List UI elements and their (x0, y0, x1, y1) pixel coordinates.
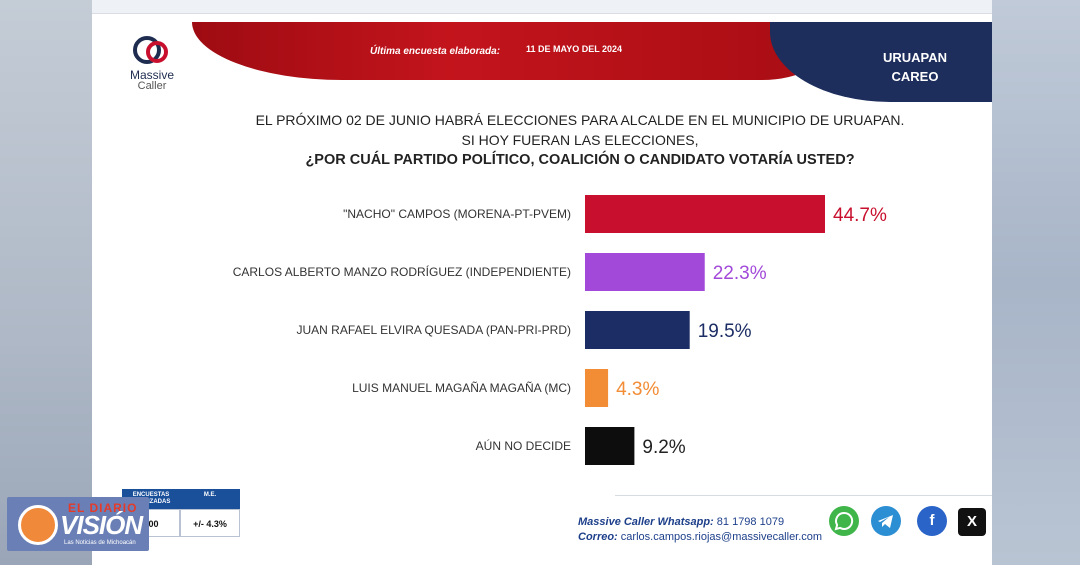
telegram-icon[interactable] (871, 506, 901, 536)
question-line-1: EL PRÓXIMO 02 DE JUNIO HABRÁ ELECCIONES … (255, 112, 905, 128)
city-subtitle: CAREO (891, 69, 939, 84)
whatsapp-icon[interactable] (829, 506, 859, 536)
city-block: URUAPAN CAREO (850, 48, 980, 86)
facebook-icon[interactable]: f (917, 506, 947, 536)
bar (585, 253, 705, 291)
survey-label: Última encuesta elaborada: (370, 46, 501, 57)
background-right (992, 0, 1080, 565)
whatsapp-contact: Massive Caller Whatsapp: 81 1798 1079 (578, 516, 784, 528)
bar (585, 369, 609, 407)
watermark-main-text: VISIÓN (60, 510, 143, 540)
question-line-3: ¿POR CUÁL PARTIDO POLÍTICO, COALICIÓN O … (305, 152, 855, 168)
value-label: 22.3% (713, 263, 767, 284)
bar (585, 427, 635, 465)
value-label: 9.2% (642, 437, 685, 458)
whatsapp-number: 81 1798 1079 (716, 516, 785, 528)
bar (585, 311, 690, 349)
category-label: "NACHO" CAMPOS (MORENA-PT-PVEM) (343, 207, 571, 221)
category-label: AÚN NO DECIDE (476, 438, 571, 453)
watermark-sub-text: Las Noticias de Michoacán (64, 540, 136, 546)
x-icon[interactable]: X (958, 508, 986, 536)
category-label: CARLOS ALBERTO MANZO RODRÍGUEZ (INDEPEND… (233, 264, 571, 279)
value-label: 44.7% (833, 205, 887, 226)
massive-caller-logo-icon (133, 36, 168, 64)
city-name: URUAPAN (882, 50, 948, 65)
watermark-top-text: EL DIARIO (68, 501, 138, 515)
bar (585, 195, 825, 233)
value-label: 19.5% (698, 321, 752, 342)
margin-error-header: M.E. (180, 489, 240, 509)
background-left (0, 0, 92, 565)
margin-error-value: +/- 4.3% (180, 509, 240, 537)
category-label: LUIS MANUEL MAGAÑA MAGAÑA (MC) (352, 381, 571, 395)
survey-date: 11 DE MAYO DEL 2024 (526, 44, 623, 54)
top-strip (92, 0, 992, 14)
footer-divider (615, 495, 992, 496)
sample-table: ENCUESTAS REALIZADAS M.E. 800 +/- 4.3% (122, 489, 240, 541)
header-red-band (192, 22, 832, 80)
category-label: JUAN RAFAEL ELVIRA QUESADA (PAN-PRI-PRD) (296, 323, 571, 337)
email-contact: Correo: carlos.campos.riojas@massivecall… (578, 531, 822, 543)
question-line-2: SI HOY FUERAN LAS ELECCIONES, (461, 132, 699, 148)
bar-chart: "NACHO" CAMPOS (MORENA-PT-PVEM) 44.7% CARL… (233, 195, 887, 465)
logo-text-caller: Caller (137, 80, 167, 92)
email-address: carlos.campos.riojas@massivecaller.com (620, 531, 823, 543)
whatsapp-label: Massive Caller Whatsapp: (578, 516, 714, 528)
logo-text-massive: Massive (129, 68, 174, 82)
email-label: Correo: (578, 531, 618, 543)
value-label: 4.3% (616, 379, 659, 400)
watermark-logo-icon (18, 505, 58, 545)
